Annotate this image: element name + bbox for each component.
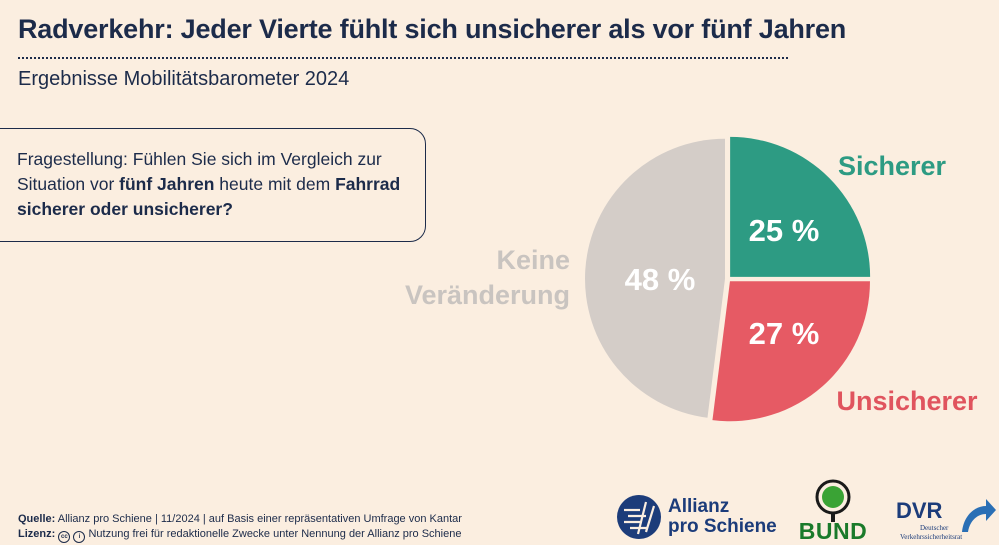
page-subtitle: Ergebnisse Mobilitätsbarometer 2024 xyxy=(18,68,350,90)
question-box: Fragestellung: Fühlen Sie sich im Vergle… xyxy=(0,128,426,242)
footer-source: Quelle: Allianz pro Schiene | 11/2024 | … xyxy=(18,512,462,527)
question-prefix: Fragestellung: Fühlen Sie sich im Vergle… xyxy=(17,149,382,194)
pie-category-label: Sicherer xyxy=(838,151,947,181)
bund-logo-icon xyxy=(815,479,851,522)
pie-value-label: 25 % xyxy=(749,213,820,248)
bund-logo: BUND xyxy=(790,478,876,544)
question-middle: heute mit dem xyxy=(214,174,336,194)
pie-category-label: Veränderung xyxy=(405,280,570,310)
cc-icon: cc xyxy=(58,531,71,543)
pie-slice-unsicherer xyxy=(712,281,870,422)
license-text: Nutzung frei für redaktionelle Zwecke un… xyxy=(85,528,462,540)
page-title: Radverkehr: Jeder Vierte fühlt sich unsi… xyxy=(18,14,847,44)
source-label: Quelle: xyxy=(18,513,56,525)
footer: Quelle: Allianz pro Schiene | 11/2024 | … xyxy=(18,512,462,543)
question-bold-bike: Fahrrad sicherer oder unsicherer? xyxy=(17,174,401,219)
dvr-sub1: Deutscher xyxy=(920,524,949,532)
allianz-line2: pro Schiene xyxy=(668,516,777,537)
question-text: Fragestellung: Fühlen Sie sich im Vergle… xyxy=(17,147,417,222)
pie-slices xyxy=(585,136,871,422)
pie-category-label: Unsicherer xyxy=(836,386,978,416)
footer-license: Lizenz: cc i Nutzung frei für redaktione… xyxy=(18,527,462,543)
pie-category-label: Keine xyxy=(496,245,570,275)
question-bold-years: fünf Jahren xyxy=(119,174,215,194)
pie-slice-sicherer xyxy=(730,136,871,277)
pie-labels: 25 % Sicherer 27 % Unsicherer 48 % Keine Verän… xyxy=(405,151,978,416)
dvr-text: DVR xyxy=(896,498,943,523)
allianz-logo-icon xyxy=(617,495,661,539)
bund-text: BUND xyxy=(798,518,868,544)
source-text: Allianz pro Schiene | 11/2024 | auf Basi… xyxy=(55,513,462,525)
allianz-pro-schiene-logo: Allianz pro Schiene xyxy=(616,494,777,540)
dvr-logo: DVR Deutscher Verkehrssicherheitsrat xyxy=(896,496,999,544)
pie-value-label: 48 % xyxy=(625,262,696,297)
pie-slice-keine-veränderung xyxy=(585,138,726,418)
dvr-arrow-icon xyxy=(962,499,996,532)
allianz-line1: Allianz xyxy=(668,496,730,517)
pie-value-label: 27 % xyxy=(749,316,820,351)
title-divider xyxy=(18,57,788,59)
attribution-icon: i xyxy=(73,531,86,543)
dvr-sub2: Verkehrssicherheitsrat xyxy=(900,533,963,541)
license-label: Lizenz: xyxy=(18,528,56,540)
